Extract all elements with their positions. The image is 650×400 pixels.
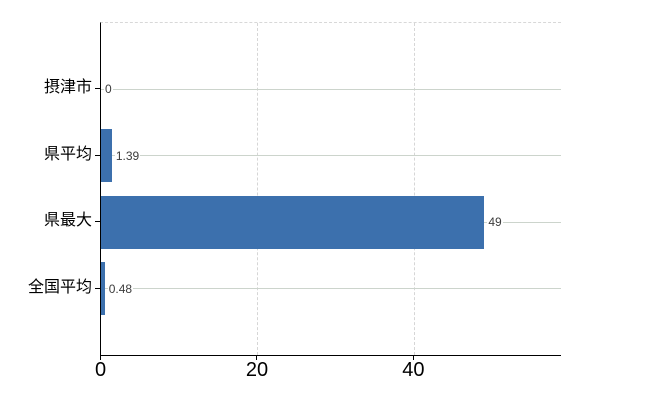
- category-label: 摂津市: [43, 79, 92, 97]
- plot-area: 0 1.39 49 0.48: [100, 22, 561, 356]
- x-tick-label: 40: [402, 359, 425, 381]
- gridline-horizontal: [101, 288, 561, 290]
- value-label: 49: [487, 214, 503, 231]
- x-tick-label: 0: [94, 359, 107, 381]
- gridline-horizontal: [101, 88, 561, 90]
- y-axis-tick: [95, 221, 100, 223]
- gridline-horizontal: [101, 155, 561, 157]
- category-label: 全国平均: [27, 278, 92, 296]
- x-axis-tick: [100, 355, 101, 360]
- value-label: 0.48: [107, 280, 134, 297]
- gridline-vertical: [257, 23, 259, 355]
- value-label: 0: [104, 81, 113, 98]
- category-label: 県平均: [43, 145, 92, 163]
- bar: [101, 129, 112, 183]
- x-axis-tick: [256, 355, 258, 360]
- value-label: 1.39: [114, 147, 141, 164]
- bar: [101, 262, 105, 316]
- y-axis-tick: [95, 154, 100, 156]
- y-axis-tick: [95, 287, 100, 289]
- x-tick-label: 20: [245, 359, 269, 381]
- x-axis-tick: [412, 355, 414, 360]
- bar: [101, 195, 485, 249]
- gridline-vertical: [413, 23, 415, 355]
- y-axis-tick: [95, 88, 100, 90]
- category-label: 県最大: [43, 212, 92, 230]
